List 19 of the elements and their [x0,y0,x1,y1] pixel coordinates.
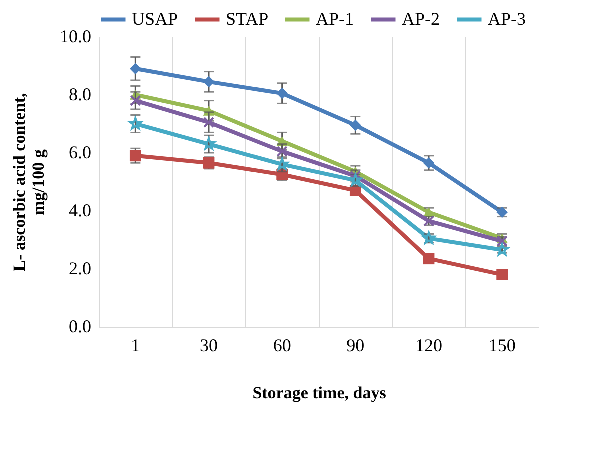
x-tick-label: 150 [488,336,516,356]
y-tick-label: 2.0 [69,258,92,278]
x-tick-label: 30 [200,336,218,356]
y-tick-label: 4.0 [69,200,92,220]
y-axis-title: L- ascorbic acid content, mg/100 g [10,93,48,272]
x-tick-label: 120 [416,336,442,356]
x-tick-label: 90 [346,336,365,356]
y-tick-label: 6.0 [69,142,92,162]
x-tick-label: 1 [131,336,140,356]
legend-label: AP-1 [316,8,354,29]
x-tick-label: 60 [273,336,292,356]
legend-label: AP-2 [402,8,440,29]
x-axis-title: Storage time, days [252,384,387,402]
y-tick-label: 0.0 [69,316,92,336]
legend-label: AP-3 [488,8,526,29]
y-tick-label: 8.0 [69,84,92,104]
y-tick-label: 10.0 [60,26,92,46]
legend-label: USAP [132,8,178,29]
legend-label: STAP [226,8,269,29]
